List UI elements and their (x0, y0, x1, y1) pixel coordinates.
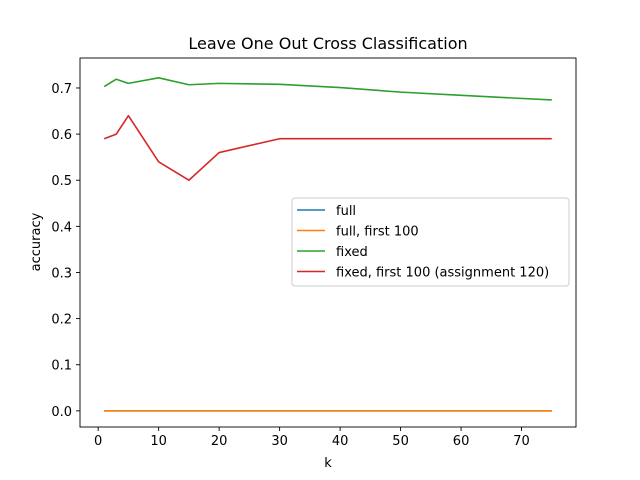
y-tick-label: 0.3 (51, 266, 72, 281)
series-line-4 (103, 114, 552, 182)
x-tick-label: 60 (453, 434, 470, 449)
y-tick-label: 0.7 (51, 82, 72, 97)
x-axis-label: k (324, 456, 332, 471)
y-tick-label: 0.0 (51, 405, 72, 420)
series-layer (103, 77, 552, 412)
series-line-3 (103, 77, 552, 101)
legend: full full, first 100 fixed fixed, first 100… (291, 197, 570, 287)
x-tick-label: 30 (271, 434, 288, 449)
x-tick-label: 70 (513, 434, 530, 449)
axes-layer: 0 10 20 30 40 50 60 70 0.0 0.1 0.2 0.3 0.4 0.5 0.6 0.7 (51, 57, 577, 449)
y-tick-label: 0.5 (51, 174, 72, 189)
y-tick-label: 0.2 (51, 313, 72, 328)
legend-label: full, first 100 (336, 225, 419, 240)
x-tick-label: 20 (211, 434, 228, 449)
legend-label: fixed (336, 245, 368, 260)
x-tick-label: 0 (94, 434, 102, 449)
legend-box (291, 197, 570, 287)
y-tick-label: 0.1 (51, 359, 72, 374)
x-tick-label: 10 (150, 434, 167, 449)
legend-label: fixed, first 100 (assignment 120) (336, 266, 549, 281)
plot-frame (79, 57, 577, 428)
x-tick-label: 50 (392, 434, 409, 449)
y-tick-label: 0.6 (51, 128, 72, 143)
chart-title: Leave One Out Cross Classification (188, 34, 467, 53)
legend-label: full (336, 204, 356, 219)
x-tick-label: 40 (332, 434, 349, 449)
y-tick-label: 0.4 (51, 220, 72, 235)
y-axis-label: accuracy (29, 212, 44, 271)
